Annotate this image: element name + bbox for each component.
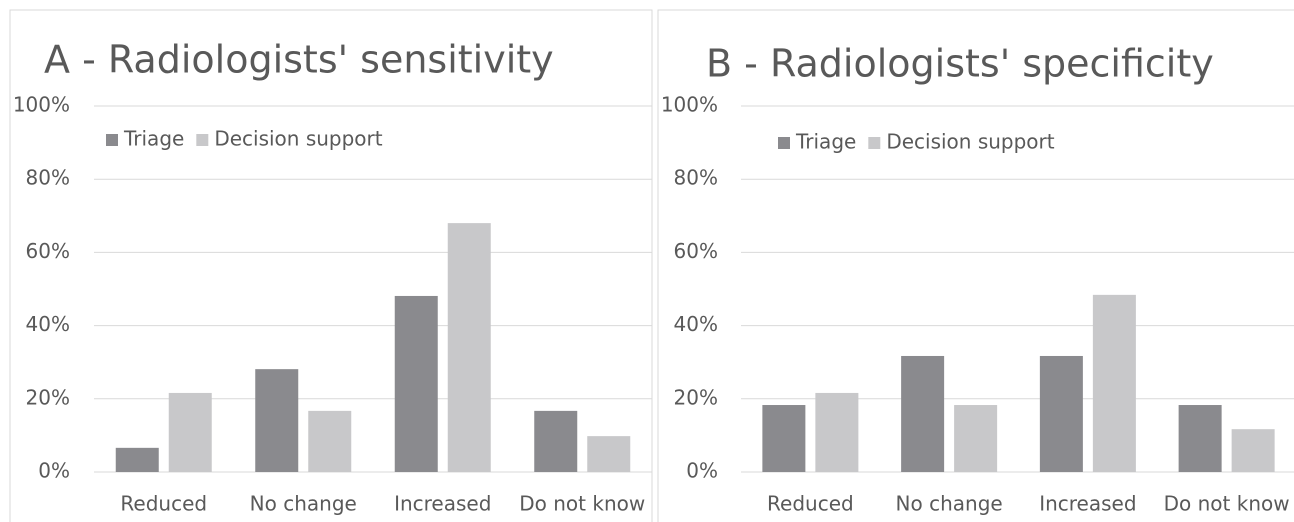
panel-border	[657, 9, 1294, 522]
bar	[308, 410, 352, 472]
x-tick-label: No change	[896, 492, 1003, 516]
y-tick-label: 40%	[674, 312, 718, 336]
y-tick-label: 60%	[674, 239, 718, 263]
y-tick-label: 80%	[26, 166, 70, 190]
chart-title: B - Radiologists' specificity	[706, 42, 1214, 86]
y-tick-label: 100%	[13, 93, 70, 117]
y-tick-label: 40%	[26, 312, 70, 336]
x-tick-label: Reduced	[120, 492, 207, 516]
y-tick-label: 80%	[674, 166, 718, 190]
legend-swatch	[778, 137, 790, 149]
legend-label: Decision support	[886, 130, 1054, 154]
panel-border	[9, 9, 653, 522]
y-tick-label: 20%	[674, 385, 718, 409]
legend-swatch	[868, 137, 881, 149]
x-tick-label: Do not know	[519, 492, 645, 516]
bar	[1231, 429, 1275, 472]
chart-title: A - Radiologists' sensitivity	[44, 38, 554, 82]
bar	[587, 436, 631, 472]
y-tick-label: 20%	[26, 385, 70, 409]
bar	[762, 405, 806, 472]
legend-swatch	[196, 134, 209, 146]
x-tick-label: No change	[250, 492, 357, 516]
bar	[954, 405, 998, 472]
bar	[1092, 294, 1136, 472]
bar	[168, 392, 212, 472]
x-tick-label: Increased	[394, 492, 491, 516]
legend-label: Triage	[123, 127, 184, 151]
bar	[447, 223, 491, 472]
x-tick-label: Increased	[1039, 492, 1136, 516]
bar	[394, 295, 438, 472]
bar	[534, 410, 578, 472]
y-tick-label: 0%	[38, 459, 70, 483]
y-tick-label: 0%	[686, 459, 718, 483]
bar	[1039, 355, 1083, 472]
bar	[255, 369, 299, 472]
bar	[1178, 405, 1222, 472]
legend-swatch	[106, 134, 118, 146]
x-tick-label: Do not know	[1164, 492, 1290, 516]
y-tick-label: 60%	[26, 239, 70, 263]
bar	[815, 392, 859, 472]
bar	[115, 447, 159, 472]
legend-label: Decision support	[214, 127, 382, 151]
y-tick-label: 100%	[661, 93, 718, 117]
x-tick-label: Reduced	[767, 492, 854, 516]
bar	[901, 355, 945, 472]
legend-label: Triage	[795, 130, 856, 154]
